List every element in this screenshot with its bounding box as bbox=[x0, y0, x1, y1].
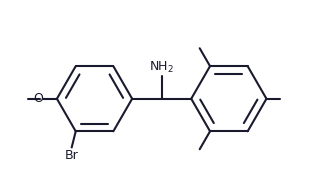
Text: O: O bbox=[33, 92, 43, 105]
Text: NH$_2$: NH$_2$ bbox=[149, 59, 174, 75]
Text: Br: Br bbox=[65, 149, 79, 162]
